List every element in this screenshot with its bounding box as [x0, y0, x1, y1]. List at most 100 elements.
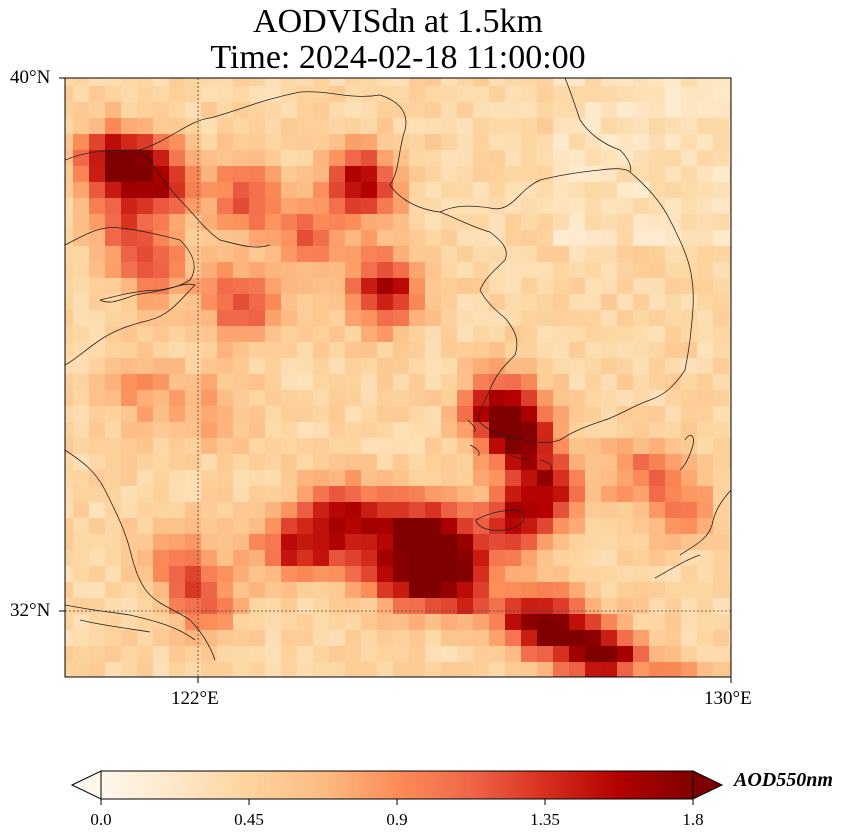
aod-cell — [729, 262, 731, 279]
aod-cell — [217, 78, 234, 87]
aod-cell — [729, 198, 731, 215]
map-time-subtitle: Time: 2024-02-18 11:00:00 — [210, 39, 586, 76]
aod-cell — [569, 550, 586, 567]
aod-cell — [233, 390, 250, 407]
aod-cell — [89, 342, 106, 359]
aod-cell — [425, 678, 442, 695]
aod-cell — [633, 358, 650, 375]
aod-cell — [713, 470, 730, 487]
aod-cell — [121, 662, 138, 677]
aod-cell — [105, 518, 122, 535]
aod-cell — [265, 198, 282, 215]
aod-cell — [425, 198, 442, 215]
aod-cell — [313, 390, 330, 407]
aod-cell — [313, 518, 330, 535]
aod-cell — [681, 198, 698, 215]
aod-cell — [201, 326, 218, 343]
aod-cell — [65, 550, 74, 567]
aod-cell — [569, 310, 586, 327]
aod-cell — [585, 598, 602, 615]
aod-cell — [217, 454, 234, 471]
aod-cell — [73, 678, 90, 695]
aod-cell — [697, 294, 714, 311]
aod-cell — [265, 438, 282, 455]
aod-cell — [505, 182, 522, 199]
aod-cell — [441, 598, 458, 615]
aod-cell — [265, 166, 282, 183]
aod-cell — [73, 470, 90, 487]
aod-cell — [345, 86, 362, 103]
aod-cell — [729, 454, 731, 471]
aod-cell — [105, 646, 122, 663]
aod-cell — [617, 614, 634, 631]
aod-cell — [617, 246, 634, 263]
aod-cell — [665, 454, 682, 471]
aod-cell — [201, 358, 218, 375]
aod-cell — [201, 198, 218, 215]
aod-cell — [313, 182, 330, 199]
aod-cell — [393, 582, 410, 599]
aod-cell — [569, 246, 586, 263]
aod-cell — [281, 358, 298, 375]
aod-cell — [537, 502, 554, 519]
aod-cell — [185, 86, 202, 103]
aod-cell — [473, 358, 490, 375]
aod-cell — [73, 390, 90, 407]
aod-cell — [425, 598, 442, 615]
aod-cell — [361, 166, 378, 183]
coastline-liaodong — [65, 91, 491, 233]
aod-cell — [393, 246, 410, 263]
aod-cell — [633, 166, 650, 183]
aod-cell — [201, 502, 218, 519]
aod-cell — [313, 582, 330, 599]
aod-cell — [569, 118, 586, 135]
aod-cell — [601, 86, 618, 103]
aod-cell — [425, 118, 442, 135]
aod-cell — [585, 294, 602, 311]
aod-cell — [217, 102, 234, 119]
aod-cell — [489, 518, 506, 535]
aod-cell — [313, 678, 330, 695]
aod-cell — [137, 102, 154, 119]
aod-cell — [201, 438, 218, 455]
aod-cell — [265, 294, 282, 311]
aod-cell — [521, 422, 538, 439]
aod-cell — [537, 310, 554, 327]
aod-cell — [505, 486, 522, 503]
aod-cell — [201, 278, 218, 295]
aod-cell — [457, 278, 474, 295]
aod-cell — [473, 78, 490, 87]
aod-cell — [313, 502, 330, 519]
aod-cell — [601, 166, 618, 183]
aod-cell — [265, 86, 282, 103]
aod-cell — [313, 326, 330, 343]
aod-cell — [425, 262, 442, 279]
aod-cell — [265, 614, 282, 631]
aod-cell — [617, 134, 634, 151]
aod-cell — [393, 678, 410, 695]
aod-cell — [345, 678, 362, 695]
aod-cell — [681, 310, 698, 327]
aod-cell — [105, 550, 122, 567]
aod-cell — [489, 310, 506, 327]
aod-cell — [153, 78, 170, 87]
coastline-korea-east — [629, 171, 694, 371]
aod-cell — [233, 486, 250, 503]
aod-cell — [505, 678, 522, 695]
aod-cell — [329, 102, 346, 119]
aod-cell — [537, 166, 554, 183]
aod-cell — [537, 86, 554, 103]
aod-cell — [489, 630, 506, 647]
aod-cell — [297, 342, 314, 359]
aod-cell — [441, 566, 458, 583]
aod-cell — [425, 294, 442, 311]
aod-cell — [617, 310, 634, 327]
aod-cell — [313, 294, 330, 311]
aod-cell — [633, 534, 650, 551]
aod-cell — [233, 422, 250, 439]
aod-cell — [553, 630, 570, 647]
aod-cell — [425, 454, 442, 471]
aod-cell — [697, 182, 714, 199]
aod-cell — [473, 246, 490, 263]
aod-cell — [73, 406, 90, 423]
